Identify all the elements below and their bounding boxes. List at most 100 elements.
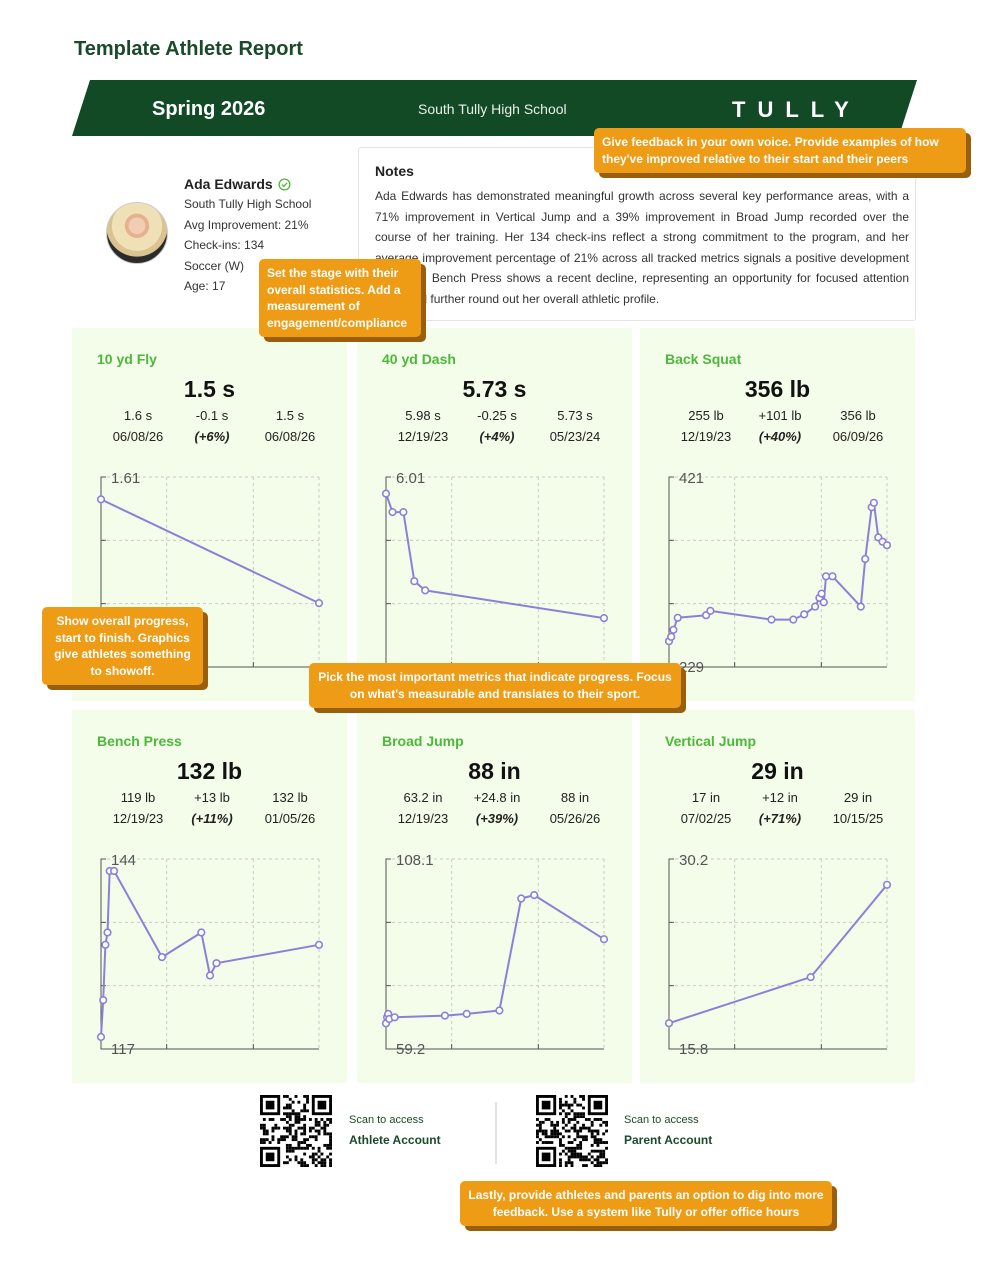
qr-module	[564, 1152, 568, 1156]
qr-module	[288, 1158, 292, 1162]
qr-module	[314, 1129, 318, 1133]
qr-module	[559, 1103, 562, 1107]
qr-module	[283, 1135, 286, 1139]
qr-module	[311, 1152, 315, 1156]
qr-module	[573, 1146, 577, 1150]
qr-module	[294, 1138, 298, 1142]
data-point	[96, 495, 106, 504]
metric-latest-value: 356 lb	[840, 408, 876, 423]
qr-module	[576, 1103, 580, 1107]
qr-module	[320, 1161, 324, 1165]
qr-module	[587, 1118, 591, 1121]
qr-module	[593, 1118, 597, 1121]
verified-check-icon	[278, 177, 291, 191]
data-point	[212, 959, 221, 968]
qr-module	[288, 1103, 292, 1107]
metric-value: 1.5 s	[183, 376, 236, 402]
qr-module	[271, 1138, 275, 1142]
qr-module	[564, 1095, 568, 1098]
chart-axis	[385, 476, 604, 668]
qr-module	[582, 1138, 585, 1142]
qr-module	[605, 1129, 608, 1133]
metric-latest-value: 5.73 s	[557, 408, 593, 423]
qr-module	[288, 1115, 292, 1119]
qr-module	[579, 1146, 583, 1150]
qr-module	[567, 1155, 571, 1159]
qr-module	[314, 1135, 318, 1139]
data-point	[381, 489, 391, 498]
qr-module	[584, 1158, 588, 1162]
qr-module	[582, 1155, 585, 1159]
qr-module	[590, 1149, 594, 1153]
qr-module	[311, 1161, 315, 1165]
qr-module	[314, 1164, 318, 1167]
qr-module	[538, 1120, 542, 1124]
qr-module	[317, 1149, 321, 1153]
metric-start-date: 07/02/25	[680, 811, 732, 826]
report-banner: Spring 2026 South Tully High School TULL…	[72, 80, 917, 136]
qr-module	[564, 1123, 568, 1127]
qr-module	[579, 1135, 583, 1139]
chart-axis	[100, 858, 319, 1050]
qr-module	[573, 1118, 577, 1121]
qr-module	[329, 1161, 332, 1165]
qr-module	[291, 1138, 295, 1142]
qr-module	[576, 1112, 580, 1116]
qr-module	[573, 1129, 577, 1133]
qr-module	[553, 1123, 557, 1127]
qr-module	[303, 1109, 307, 1113]
qr-module	[582, 1115, 585, 1119]
qr-module	[288, 1146, 292, 1150]
metric-start-date: 12/19/23	[397, 811, 449, 826]
metric-start-value: 63.2 in	[403, 790, 443, 805]
data-point	[205, 971, 215, 980]
data-point	[861, 554, 870, 564]
qr-module	[329, 1141, 332, 1144]
qr-module	[541, 1132, 545, 1136]
parent-account-link[interactable]: Parent Account	[624, 1133, 713, 1147]
qr-module	[564, 1100, 568, 1104]
qr-module	[283, 1126, 286, 1130]
qr-module	[317, 1123, 321, 1127]
qr-module	[317, 1146, 321, 1150]
qr-module	[306, 1097, 309, 1101]
metric-start-date: 12/19/23	[397, 429, 449, 444]
qr-module	[283, 1112, 286, 1116]
metric-change: -0.1 s	[195, 408, 229, 423]
qr-module	[536, 1132, 539, 1136]
qr-module	[559, 1143, 562, 1147]
metric-value: 356 lb	[744, 376, 811, 402]
qr-module	[294, 1158, 298, 1162]
qr-module	[605, 1141, 608, 1144]
data-point	[421, 586, 430, 595]
data-point	[314, 940, 324, 949]
qr-module	[593, 1149, 597, 1153]
qr-module	[584, 1155, 588, 1159]
qr-module	[582, 1112, 585, 1116]
qr-module	[576, 1143, 580, 1147]
metric-latest-value: 88 in	[560, 790, 590, 805]
metric-latest-date: 05/23/24	[549, 429, 601, 444]
metric-name: Broad Jump	[382, 733, 464, 749]
qr-module	[323, 1120, 327, 1124]
qr-module	[605, 1123, 608, 1127]
qr-module	[564, 1115, 568, 1119]
y-max-label: 6.01	[396, 470, 425, 487]
qr-module	[541, 1120, 545, 1124]
qr-module	[573, 1100, 577, 1104]
metric-latest-date: 05/26/26	[549, 811, 601, 826]
qr-module	[329, 1135, 332, 1139]
metric-percent-change: (+4%)	[479, 429, 515, 444]
parent-qr-code[interactable]	[536, 1095, 608, 1167]
qr-module	[288, 1118, 292, 1121]
qr-module	[308, 1129, 312, 1133]
qr-module	[285, 1161, 289, 1165]
qr-module	[567, 1141, 571, 1144]
qr-module	[582, 1097, 585, 1101]
athlete-qr-code[interactable]	[260, 1095, 332, 1167]
metric-chart: 108.1 59.2	[381, 852, 609, 1058]
data-point	[806, 973, 815, 982]
qr-module	[288, 1126, 292, 1130]
athlete-account-link[interactable]: Athlete Account	[349, 1133, 441, 1147]
qr-module	[567, 1146, 571, 1150]
